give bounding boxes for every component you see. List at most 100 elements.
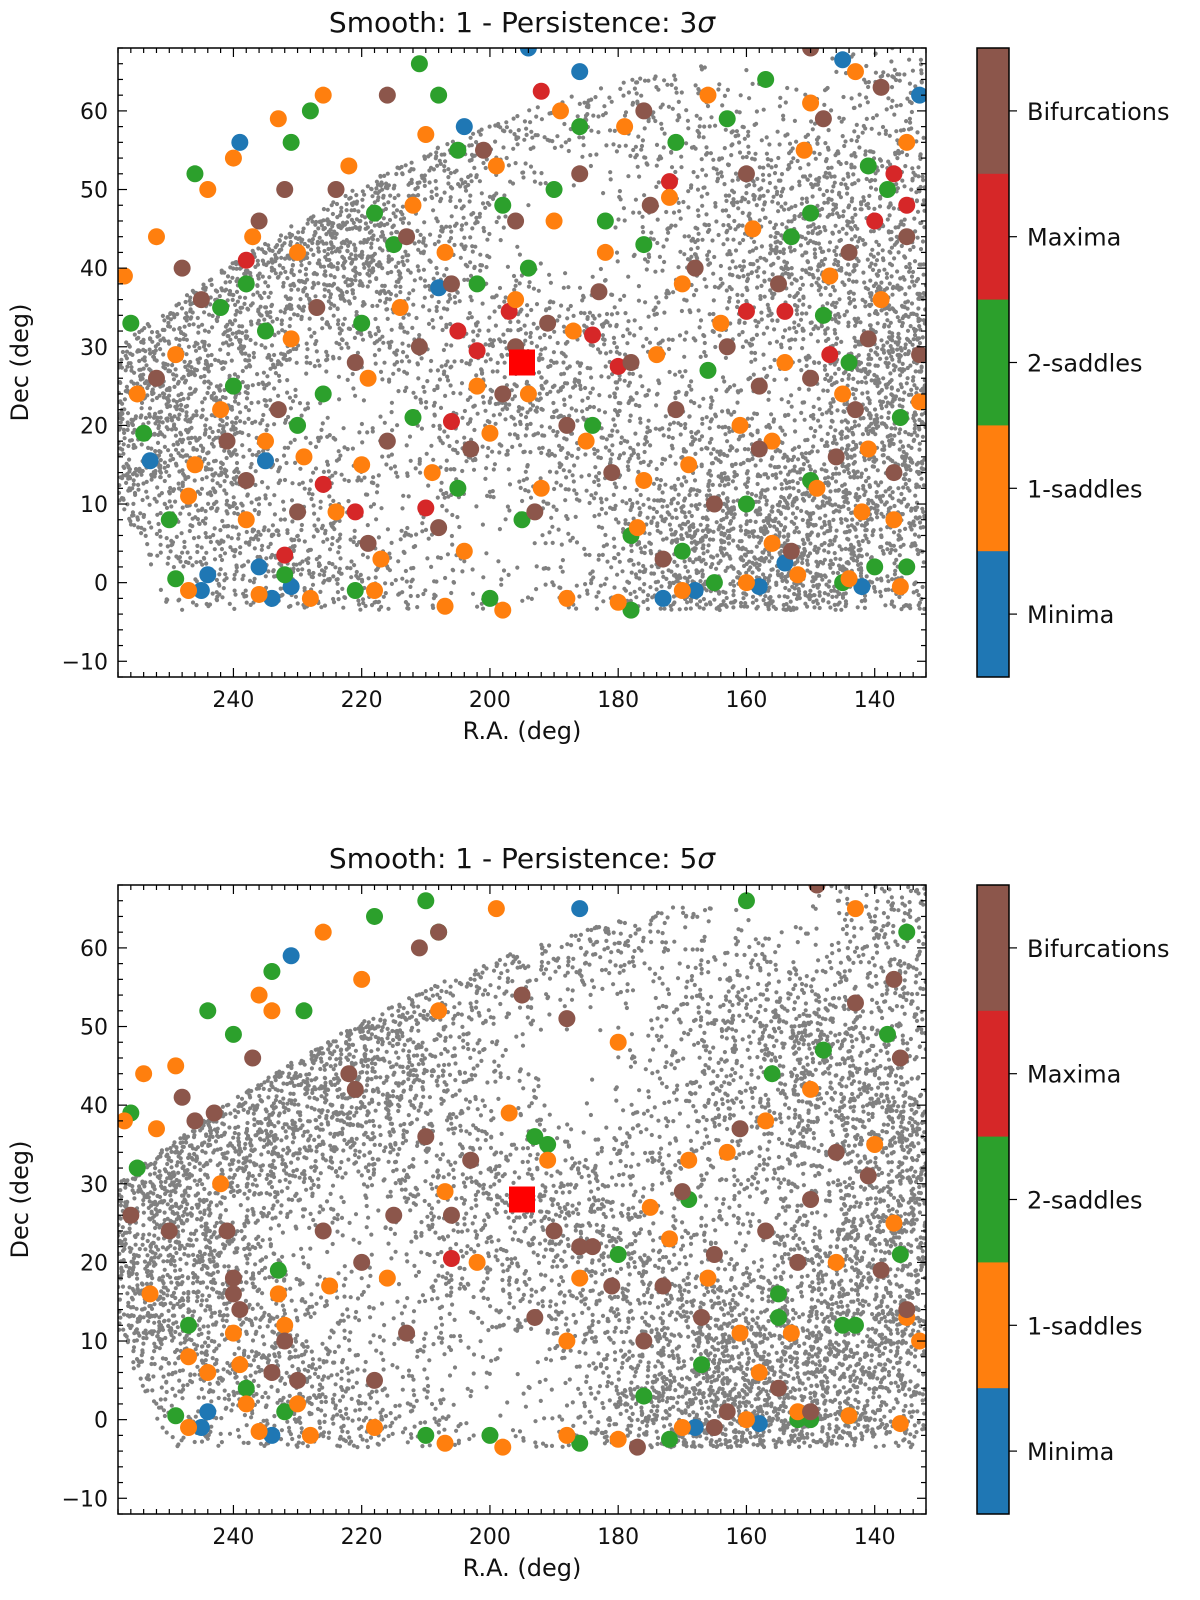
data-point (263, 962, 281, 980)
data-point (436, 243, 454, 261)
data-point (558, 1332, 576, 1350)
data-point (442, 275, 460, 293)
data-point (571, 165, 589, 183)
colorbar-segment (977, 885, 1009, 1012)
data-point (750, 440, 768, 458)
data-point (186, 1112, 204, 1130)
data-point (237, 471, 255, 489)
data-point (340, 1065, 358, 1083)
colorbar-segment (977, 1262, 1009, 1389)
data-point (455, 542, 473, 560)
colorbar-label: Bifurcations (1027, 935, 1170, 963)
colorbar-label: 2-saddles (1027, 1187, 1143, 1215)
data-point (372, 550, 390, 568)
data-point (827, 1253, 845, 1271)
data-point (853, 578, 871, 596)
data-point (802, 1191, 820, 1208)
data-point (224, 1285, 242, 1303)
data-point (571, 1238, 589, 1256)
data-point (308, 298, 326, 316)
data-point (449, 479, 467, 497)
colorbar-frame (976, 884, 1010, 1515)
ticks (117, 884, 927, 1515)
data-point (821, 267, 839, 285)
data-point (789, 1253, 807, 1271)
data-point (571, 63, 589, 81)
data-point (282, 947, 300, 965)
data-point (282, 330, 300, 348)
data-point (705, 1246, 723, 1264)
data-point (385, 1206, 403, 1224)
data-point (891, 1415, 909, 1433)
data-point (898, 133, 916, 151)
x-tick-label: 240 (212, 1525, 254, 1550)
data-point (577, 432, 595, 450)
data-point (802, 1080, 820, 1098)
data-point (814, 1041, 832, 1059)
data-point (846, 900, 864, 918)
data-point (609, 1430, 627, 1448)
data-point (442, 412, 460, 430)
data-point (891, 409, 909, 427)
data-point (391, 298, 409, 316)
y-axis-label: Dec (deg) (6, 1140, 34, 1258)
data-point (224, 1269, 242, 1287)
data-point (455, 118, 473, 136)
colorbar-segment (977, 1388, 1009, 1515)
data-point (141, 1285, 159, 1303)
data-point (551, 102, 569, 120)
data-point (436, 1434, 454, 1452)
data-point (118, 1112, 133, 1130)
data-point (186, 456, 204, 474)
data-point (436, 597, 454, 615)
data-point (237, 511, 255, 529)
data-point (814, 110, 832, 128)
data-point (205, 1104, 223, 1122)
data-point (192, 291, 210, 309)
data-point (314, 385, 332, 403)
data-point (609, 1246, 627, 1264)
data-point (289, 1395, 307, 1413)
data-point (481, 1426, 499, 1444)
data-point (276, 566, 294, 584)
data-point (327, 181, 345, 199)
data-point (660, 188, 678, 206)
data-point (628, 519, 646, 537)
data-point (622, 354, 640, 371)
data-point (289, 243, 307, 261)
data-point (859, 157, 877, 175)
data-point (840, 243, 858, 261)
data-point (782, 542, 800, 560)
data-point (366, 1419, 384, 1437)
data-point (680, 456, 698, 474)
data-point (250, 212, 268, 230)
data-point (776, 354, 794, 371)
data-point (263, 1426, 281, 1444)
x-tick-label: 180 (597, 688, 639, 713)
data-point (596, 243, 614, 261)
data-point (603, 464, 621, 482)
data-point (314, 86, 332, 104)
data-point (167, 570, 185, 588)
data-point (417, 1128, 435, 1146)
data-point (673, 582, 691, 600)
data-point (673, 1183, 691, 1201)
y-axis-label: Dec (deg) (6, 303, 34, 421)
data-point (160, 511, 178, 529)
colorbar-label: 1-saddles (1027, 1312, 1143, 1340)
data-point (885, 165, 903, 183)
data-point (122, 1206, 140, 1224)
data-point (314, 923, 332, 941)
data-point (596, 212, 614, 230)
data-point (462, 440, 480, 458)
data-point (218, 432, 236, 450)
data-point (167, 1407, 185, 1425)
data-point (911, 393, 926, 411)
data-point (481, 424, 499, 442)
colorbar-segment (977, 1136, 1009, 1263)
series-minima (192, 900, 768, 1444)
data-point (866, 1135, 884, 1153)
data-point (635, 1332, 653, 1350)
data-point (385, 236, 403, 254)
